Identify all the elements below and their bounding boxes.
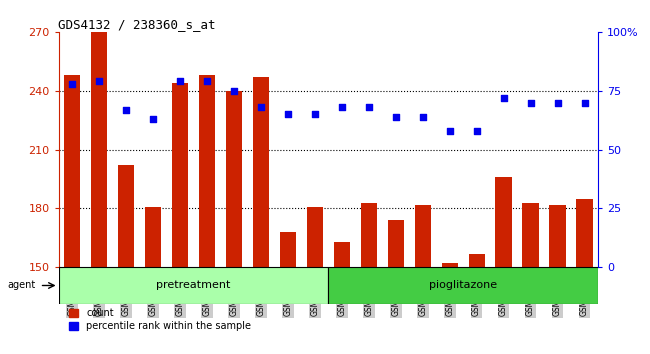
Point xyxy=(445,128,455,133)
Point xyxy=(363,104,374,110)
Text: pioglitazone: pioglitazone xyxy=(429,280,497,291)
Bar xyxy=(253,77,269,267)
Bar xyxy=(333,242,350,267)
Bar xyxy=(523,202,539,267)
Bar xyxy=(361,202,377,267)
Bar xyxy=(495,177,512,267)
Point xyxy=(94,79,104,84)
Text: GDS4132 / 238360_s_at: GDS4132 / 238360_s_at xyxy=(58,18,216,31)
Bar xyxy=(226,91,242,267)
Text: pretreatment: pretreatment xyxy=(156,280,231,291)
Point xyxy=(202,79,212,84)
Point xyxy=(337,104,347,110)
Bar xyxy=(280,232,296,267)
Bar xyxy=(118,165,134,267)
Bar xyxy=(415,205,431,267)
Point xyxy=(283,112,293,117)
Bar xyxy=(387,220,404,267)
Point xyxy=(255,104,266,110)
Bar xyxy=(145,206,161,267)
Bar xyxy=(199,75,215,267)
Text: agent: agent xyxy=(7,280,36,291)
Point xyxy=(579,100,590,105)
Bar xyxy=(441,263,458,267)
Point xyxy=(175,79,185,84)
Bar xyxy=(64,75,80,267)
Bar xyxy=(549,205,566,267)
Point xyxy=(499,95,509,101)
Point xyxy=(471,128,482,133)
Legend: count, percentile rank within the sample: count, percentile rank within the sample xyxy=(69,308,252,331)
Bar xyxy=(307,206,323,267)
Point xyxy=(67,81,77,86)
Point xyxy=(552,100,563,105)
Point xyxy=(121,107,131,113)
Bar xyxy=(328,267,598,304)
Point xyxy=(148,116,158,122)
Point xyxy=(309,112,320,117)
Point xyxy=(525,100,536,105)
Bar xyxy=(91,32,107,267)
Bar xyxy=(577,199,593,267)
Bar xyxy=(58,267,328,304)
Bar xyxy=(469,253,485,267)
Point xyxy=(229,88,239,93)
Bar xyxy=(172,83,188,267)
Point xyxy=(417,114,428,120)
Point xyxy=(391,114,401,120)
